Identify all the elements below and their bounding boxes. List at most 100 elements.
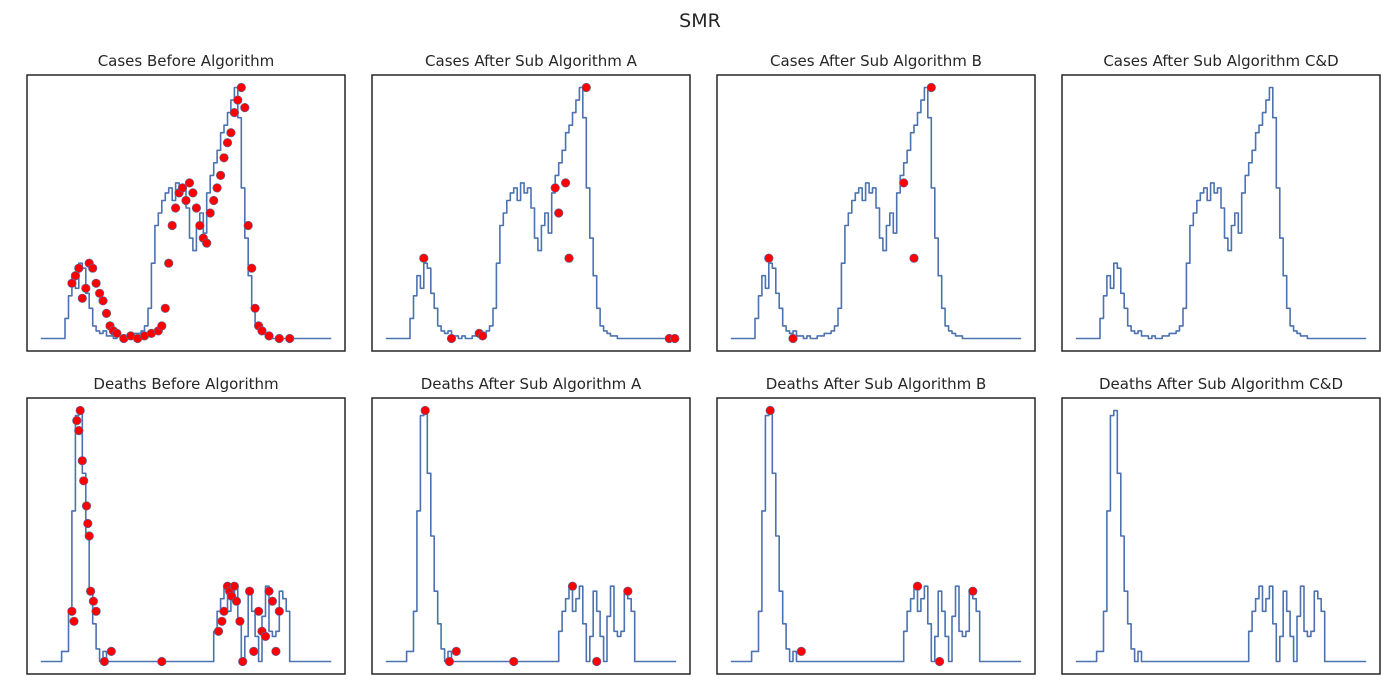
anomaly-point: [219, 153, 229, 163]
anomaly-point: [205, 208, 215, 218]
anomaly-point: [74, 263, 84, 273]
anomaly-point: [219, 606, 229, 616]
subplot-title: Deaths After Sub Algorithm A: [420, 375, 642, 393]
plot-frame: [26, 74, 346, 352]
anomaly-point: [75, 405, 85, 416]
anomaly-point: [160, 303, 170, 313]
anomaly-point: [229, 581, 239, 591]
plot-frame: [371, 74, 691, 352]
anomaly-point: [67, 606, 77, 616]
anomaly-point: [69, 616, 79, 626]
anomaly-point: [909, 253, 919, 263]
anomaly-point: [238, 656, 248, 667]
anomaly-point: [98, 296, 108, 306]
anomaly-point: [670, 333, 680, 344]
anomaly-point: [509, 656, 519, 667]
anomaly-point: [788, 333, 798, 344]
anomaly-point: [157, 656, 167, 667]
anomaly-point: [765, 405, 775, 416]
anomaly-point: [167, 220, 177, 231]
anomaly-point: [99, 656, 109, 667]
plot-frame: [1061, 74, 1381, 352]
anomaly-point: [285, 333, 295, 344]
anomaly-point: [550, 183, 560, 193]
figure-title: SMR: [679, 10, 721, 32]
anomaly-point: [254, 606, 264, 616]
anomaly-point: [235, 616, 245, 626]
series-line: [730, 409, 1022, 663]
anomaly-point: [554, 208, 564, 218]
anomaly-point: [181, 195, 191, 206]
anomaly-point: [249, 646, 259, 657]
anomaly-point: [243, 220, 253, 231]
anomaly-point: [271, 646, 281, 657]
subplot-8: [1061, 397, 1381, 675]
anomaly-point: [101, 308, 112, 319]
anomaly-point: [212, 183, 222, 193]
anomaly-point: [222, 138, 233, 148]
anomaly-point: [592, 656, 602, 667]
anomaly-point: [240, 102, 250, 113]
subplot-1: [26, 74, 346, 352]
anomaly-point: [968, 586, 978, 596]
anomaly-point: [79, 476, 89, 486]
anomaly-point: [164, 258, 174, 268]
subplot-title: Deaths After Sub Algorithm C&D: [1099, 375, 1343, 393]
anomaly-point: [478, 331, 488, 341]
anomaly-point: [85, 586, 96, 596]
anomaly-point: [77, 293, 87, 303]
anomaly-point: [274, 333, 284, 344]
anomaly-point: [72, 416, 82, 426]
anomaly-point: [209, 195, 219, 206]
plot-frame: [716, 74, 1036, 352]
anomaly-point: [444, 656, 455, 667]
anomaly-point: [451, 646, 461, 657]
anomaly-point: [67, 278, 77, 288]
anomaly-point: [446, 333, 457, 344]
anomaly-point: [260, 631, 271, 642]
anomaly-point: [157, 321, 167, 331]
anomaly-point: [195, 220, 205, 231]
anomaly-point: [912, 581, 923, 591]
plot-frame: [26, 397, 346, 675]
anomaly-point: [188, 188, 198, 198]
anomaly-point: [231, 596, 242, 606]
anomaly-point: [560, 178, 571, 188]
anomaly-point: [88, 596, 98, 606]
anomaly-point: [112, 328, 122, 339]
anomaly-point: [70, 271, 80, 281]
anomaly-point: [213, 626, 224, 636]
anomaly-point: [419, 253, 429, 263]
anomaly-point: [247, 263, 257, 273]
anomaly-point: [623, 586, 633, 596]
subplot-4: [1061, 74, 1381, 352]
anomaly-point: [796, 646, 806, 657]
series-line: [1075, 86, 1367, 340]
anomaly-point: [171, 203, 181, 213]
anomaly-point: [926, 82, 936, 93]
subplot-3: [716, 74, 1036, 352]
anomaly-point: [74, 426, 84, 436]
anomaly-point: [229, 107, 239, 118]
plot-frame: [716, 397, 1036, 675]
anomaly-point: [202, 238, 212, 248]
series-line: [730, 86, 1022, 340]
subplot-title: Deaths Before Algorithm: [93, 375, 279, 393]
anomaly-point: [420, 405, 430, 416]
anomaly-point: [81, 501, 92, 511]
anomaly-point: [899, 178, 909, 188]
anomaly-point: [217, 616, 227, 626]
anomaly-point: [581, 82, 591, 93]
subplot-2: [371, 74, 691, 352]
anomaly-point: [226, 128, 236, 138]
subplot-7: [716, 397, 1036, 675]
anomaly-point: [191, 203, 201, 213]
anomaly-point: [567, 581, 578, 591]
anomaly-point: [91, 278, 101, 288]
subplot-title: Cases After Sub Algorithm C&D: [1103, 52, 1339, 70]
anomaly-point: [216, 170, 226, 180]
anomaly-point: [236, 82, 246, 93]
anomaly-point: [84, 531, 94, 541]
anomaly-point: [94, 288, 105, 298]
